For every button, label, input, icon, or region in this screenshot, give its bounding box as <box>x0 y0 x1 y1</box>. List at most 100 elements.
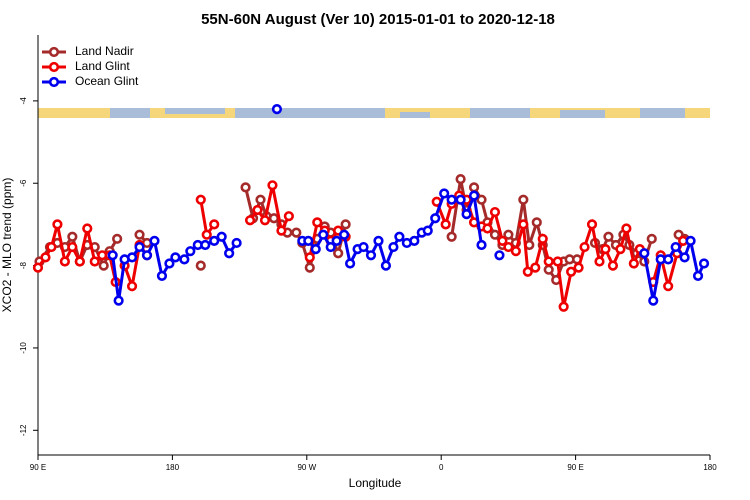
data-point <box>40 252 51 263</box>
legend-label: Land Nadir <box>75 44 134 58</box>
x-tick-label: 90 E <box>567 463 583 472</box>
data-point <box>126 281 138 292</box>
data-point <box>244 215 256 226</box>
legend-marker <box>48 61 60 73</box>
data-point <box>628 258 639 269</box>
data-point <box>579 241 590 253</box>
data-point <box>663 281 674 292</box>
data-point <box>333 248 344 259</box>
data-point <box>195 194 206 205</box>
data-point <box>82 223 93 234</box>
data-point <box>231 237 242 249</box>
data-point <box>489 229 501 240</box>
data-point <box>552 256 563 267</box>
data-point <box>518 194 529 205</box>
data-point <box>201 229 212 240</box>
data-point <box>46 241 57 253</box>
data-point <box>468 182 480 193</box>
data-point <box>339 229 350 240</box>
data-point <box>67 241 78 253</box>
data-point <box>52 219 63 230</box>
data-point <box>468 190 480 201</box>
data-point <box>503 229 514 240</box>
data-point <box>345 258 356 269</box>
data-point <box>446 231 457 242</box>
data-point <box>312 217 323 228</box>
data-point <box>388 241 399 253</box>
data-point <box>255 194 266 205</box>
data-point <box>455 194 466 205</box>
data-point <box>573 262 584 273</box>
data-point <box>586 219 598 230</box>
data-point <box>430 213 441 224</box>
data-point <box>195 260 206 271</box>
data-point <box>185 246 196 257</box>
data-point <box>615 244 626 255</box>
data-point <box>422 225 433 236</box>
data-point <box>522 266 533 277</box>
data-point <box>476 239 487 251</box>
data-point <box>639 248 650 259</box>
data-point <box>164 258 175 269</box>
data-point <box>216 231 227 242</box>
data-point <box>340 219 351 230</box>
x-tick-label: 90 W <box>297 463 316 472</box>
data-point <box>358 241 369 253</box>
data-point <box>283 211 294 222</box>
data-point <box>518 219 529 230</box>
legend-label: Land Glint <box>75 59 130 73</box>
data-point <box>252 204 263 216</box>
data-point <box>594 256 605 267</box>
x-tick-label: 90 E <box>30 463 46 472</box>
x-axis-label: Longitude <box>349 476 402 490</box>
data-point <box>646 233 657 244</box>
data-point <box>603 231 614 242</box>
y-tick-label: -10 <box>19 342 28 354</box>
data-point <box>455 174 466 185</box>
data-point <box>209 235 220 246</box>
data-point <box>170 252 181 263</box>
x-tick-label: 180 <box>166 463 180 472</box>
y-tick-label: -4 <box>19 97 28 105</box>
x-tick-label: 0 <box>439 463 444 472</box>
data-point <box>365 250 377 261</box>
data-point <box>685 235 696 246</box>
data-point <box>409 235 420 246</box>
data-point <box>303 235 314 246</box>
data-point <box>531 217 542 228</box>
data-point <box>149 235 160 246</box>
data-point <box>318 229 329 240</box>
data-point <box>670 241 681 253</box>
data-point <box>112 233 123 244</box>
data-point <box>304 262 315 273</box>
data-point <box>113 295 124 306</box>
chart-title: 55N-60N August (Ver 10) 2015-01-01 to 20… <box>201 11 555 28</box>
data-point <box>679 252 690 263</box>
data-point <box>89 256 100 267</box>
data-point <box>692 270 704 281</box>
data-point <box>291 227 302 238</box>
surface-strip <box>38 108 710 118</box>
data-point <box>394 231 405 242</box>
data-point <box>566 266 577 277</box>
data-point <box>259 215 271 226</box>
data-point <box>325 241 336 253</box>
data-point <box>67 231 78 242</box>
data-point <box>141 250 153 261</box>
data-point <box>489 206 501 218</box>
data-point <box>32 262 44 273</box>
data-point <box>446 194 457 205</box>
data-point <box>537 233 548 244</box>
data-point <box>494 250 505 261</box>
y-tick-label: -12 <box>19 424 28 436</box>
y-tick-label: -6 <box>19 179 28 187</box>
data-point <box>179 254 190 265</box>
data-point <box>310 244 321 255</box>
data-point <box>59 256 70 267</box>
data-point <box>224 248 235 259</box>
data-point <box>663 254 674 265</box>
data-point <box>373 235 384 246</box>
x-tick-label: 180 <box>703 463 717 472</box>
data-point <box>380 260 392 271</box>
data-point <box>200 239 211 251</box>
